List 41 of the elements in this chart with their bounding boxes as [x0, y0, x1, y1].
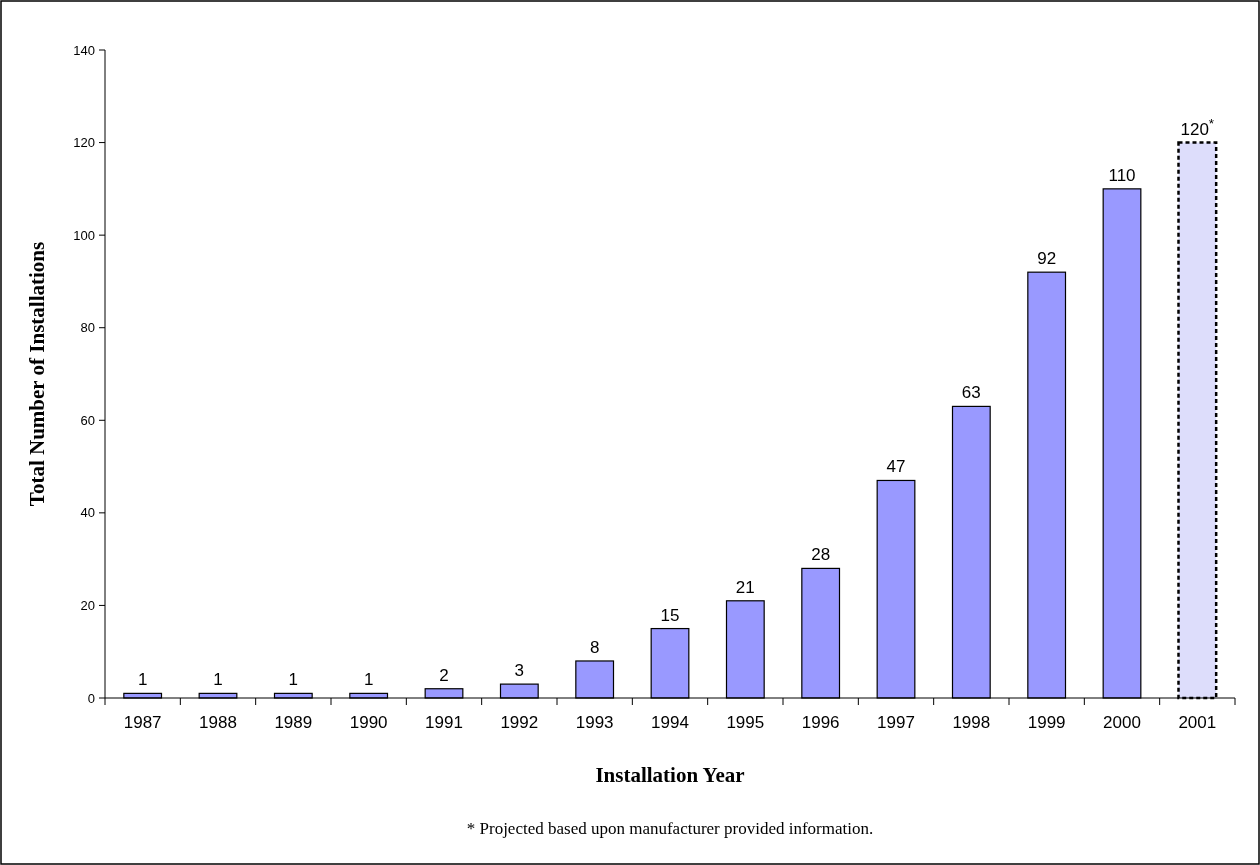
- x-tick-label: 1994: [651, 713, 689, 732]
- x-tick-label: 1990: [349, 713, 388, 732]
- x-tick-label: 2001: [1178, 713, 1217, 732]
- y-tick-label: 0: [87, 690, 95, 706]
- data-label: 3: [514, 661, 525, 681]
- y-tick-label: 80: [80, 320, 95, 336]
- y-tick-label: 120: [73, 135, 95, 151]
- data-label: 2: [439, 665, 449, 685]
- x-tick-label: 2000: [1103, 713, 1141, 732]
- x-tick-label: 1995: [726, 713, 765, 732]
- y-tick-label: 60: [80, 412, 95, 428]
- x-tick-label: 1989: [274, 713, 313, 732]
- x-axis-title: Installation Year: [595, 763, 745, 787]
- x-tick-label: 1987: [123, 713, 162, 732]
- data-label: 63: [961, 383, 981, 403]
- x-tick-label: 1991: [425, 713, 463, 732]
- x-tick-label: 1988: [199, 713, 237, 732]
- x-tick-label: 1998: [952, 713, 991, 732]
- y-axis-title: Total Number of Installations: [25, 241, 49, 507]
- y-tick-label: 100: [73, 227, 95, 243]
- data-label: 21: [735, 577, 755, 597]
- data-label: 47: [886, 457, 906, 477]
- x-tick-label: 1993: [575, 713, 614, 732]
- x-tick-label: 1997: [877, 713, 915, 732]
- data-label: 1: [288, 670, 299, 690]
- data-label: 1: [213, 670, 223, 690]
- y-tick-label: 40: [80, 505, 95, 521]
- y-tick-label: 20: [80, 597, 95, 613]
- data-label: 15: [660, 605, 680, 625]
- data-label: 110: [1108, 165, 1136, 185]
- text: * Projected based upon manufacturer provided information.: [466, 819, 874, 838]
- data-label: 8: [589, 637, 600, 657]
- x-tick-label: 1999: [1027, 713, 1066, 732]
- y-tick-label: 140: [73, 42, 95, 58]
- data-label: 1: [137, 670, 148, 690]
- data-label: 92: [1037, 249, 1057, 269]
- x-tick-label: 1992: [500, 713, 539, 732]
- x-tick-label: 1996: [801, 713, 840, 732]
- data-label: 28: [811, 545, 831, 565]
- data-label: 1: [363, 670, 374, 690]
- data-label: 120$^{*}$: [1180, 115, 1215, 139]
